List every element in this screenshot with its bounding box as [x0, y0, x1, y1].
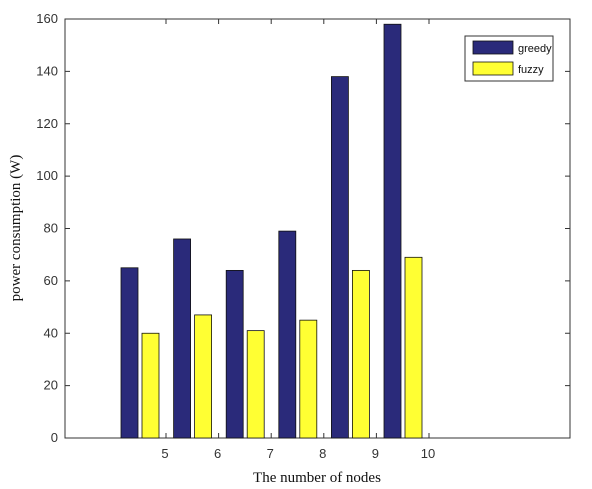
bar-fuzzy — [351, 269, 370, 439]
x-tick-label: 6 — [214, 446, 221, 461]
legend-swatch-greedy — [472, 40, 514, 55]
y-tick-label: 20 — [44, 378, 58, 393]
bar-greedy — [120, 267, 139, 439]
bar-greedy — [330, 76, 349, 439]
y-tick-label: 100 — [36, 168, 58, 183]
bar-fuzzy — [299, 319, 318, 439]
bar-fuzzy — [246, 330, 265, 439]
bar-fuzzy — [194, 314, 213, 439]
x-tick-label: 9 — [372, 446, 379, 461]
bar-greedy — [225, 269, 244, 439]
y-tick-label: 120 — [36, 116, 58, 131]
x-axis: 5 6 7 8 9 10 — [161, 19, 435, 461]
bar-group — [120, 23, 423, 439]
legend-swatch-fuzzy — [472, 61, 514, 76]
bar-greedy — [383, 23, 402, 439]
y-tick-label: 60 — [44, 273, 58, 288]
plot-area — [64, 18, 571, 439]
bar-greedy — [278, 230, 297, 439]
y-axis: 0 20 40 60 80 100 120 140 160 — [36, 11, 570, 445]
legend: greedy fuzzy — [464, 35, 554, 82]
bar-fuzzy — [141, 332, 160, 439]
bar-greedy — [173, 238, 192, 439]
x-axis-title: The number of nodes — [253, 470, 381, 486]
y-tick-label: 80 — [44, 221, 58, 236]
legend-label-fuzzy: fuzzy — [518, 64, 544, 76]
legend-label-greedy: greedy — [518, 43, 552, 55]
y-tick-label: 40 — [44, 325, 58, 340]
y-tick-label: 140 — [36, 63, 58, 78]
x-tick-label: 5 — [161, 446, 168, 461]
x-tick-label: 7 — [267, 446, 274, 461]
y-tick-label: 0 — [51, 430, 58, 445]
x-tick-label: 10 — [421, 446, 435, 461]
y-axis-title: power consumption (W) — [8, 155, 24, 302]
y-tick-label: 160 — [36, 11, 58, 26]
bar-fuzzy — [404, 256, 423, 439]
x-tick-label: 8 — [319, 446, 326, 461]
